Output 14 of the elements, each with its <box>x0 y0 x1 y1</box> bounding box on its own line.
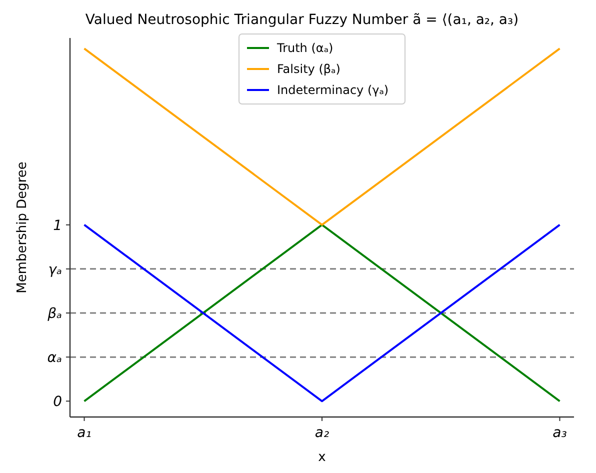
y-tick-label: 1 <box>53 218 62 234</box>
legend-label: Truth (αₐ) <box>276 41 334 56</box>
legend-label: Falsity (βₐ) <box>277 62 340 76</box>
y-tick-label: βₐ <box>46 306 62 322</box>
y-axis-title: Membership Degree <box>15 162 30 294</box>
x-axis-title: x <box>318 450 326 465</box>
x-tick-label: a₁ <box>77 425 92 441</box>
x-tick-label: a₃ <box>552 425 568 441</box>
y-tick-label: αₐ <box>47 350 62 366</box>
legend-label: Indeterminacy (γₐ) <box>277 83 389 98</box>
chart-title: Valued Neutrosophic Triangular Fuzzy Number ã = ⟨(a₁, a₂, a₃) <box>85 12 519 28</box>
y-tick-label: γₐ <box>48 262 62 278</box>
x-tick-label: a₂ <box>314 425 330 441</box>
y-tick-label: 0 <box>53 394 62 410</box>
